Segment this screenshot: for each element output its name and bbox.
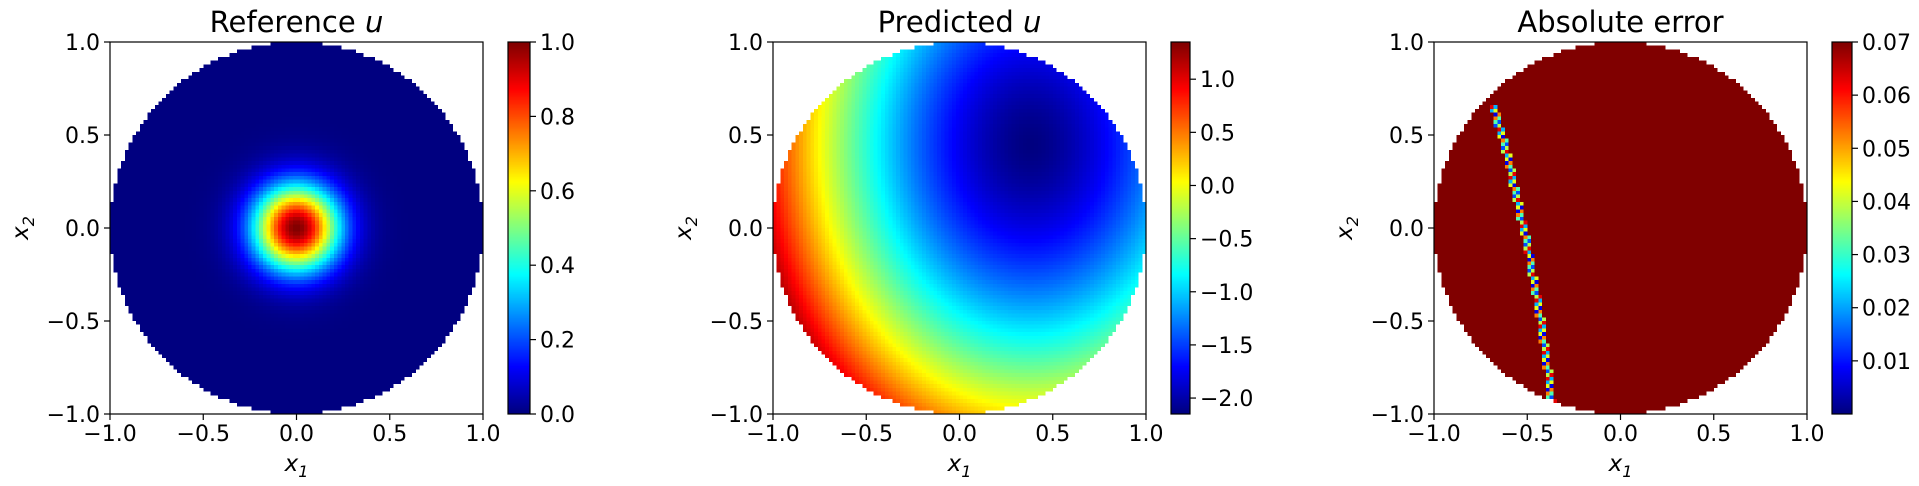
panel-3: −1.0 −0.5 0.0 0.5 1.0 −1.0 −0.5 0.0 0.5 1.0 Absolu… (1332, 5, 1911, 481)
colorbar-tick-label: 0.07 (1862, 31, 1911, 56)
x-tick-label: −1.0 (1407, 422, 1460, 447)
colorbar-tick-label: −1.0 (1200, 281, 1253, 306)
colorbar-frame (1170, 41, 1191, 415)
colorbar-tick-label: 0.03 (1862, 244, 1911, 269)
x-tick-label: 1.0 (466, 422, 501, 447)
y-tick-label: 0.5 (728, 124, 763, 149)
x-tick-label: 0.5 (1035, 422, 1070, 447)
colorbar-tick-label: 0.06 (1862, 84, 1911, 109)
colorbar-gradient (508, 42, 530, 414)
y-axis-label: x2 (8, 216, 38, 241)
y-tick-label: 0.5 (65, 124, 100, 149)
x-axis-label: x1 (284, 451, 309, 481)
colorbar-frame (507, 41, 531, 415)
colorbar-tick-label: −0.5 (1200, 228, 1253, 253)
y-tick-label: −0.5 (710, 310, 763, 335)
colorbar-tick-label: 0.2 (540, 329, 575, 354)
y-tick-label: 0.0 (65, 217, 100, 242)
y-tick-label: 1.0 (65, 31, 100, 56)
panel-1: −1.0 −0.5 0.0 0.5 1.0 −1.0 −0.5 0.0 0.5 1.0 Refere… (8, 5, 575, 481)
colorbar-tick-label: 1.0 (1200, 68, 1235, 93)
y-tick-label: −0.5 (47, 310, 100, 335)
x-tick-label: 0.0 (1603, 422, 1638, 447)
colorbar-tick-label: 0.0 (1200, 174, 1235, 199)
x-axis-label: x1 (1608, 451, 1633, 481)
colorbar-tick-label: 0.02 (1862, 297, 1911, 322)
colorbar-tick-label: −1.5 (1200, 334, 1253, 359)
colorbar-gradient (1832, 42, 1852, 414)
colorbar-tick-label: 0.0 (540, 403, 575, 428)
y-axis-label: x2 (1332, 216, 1362, 241)
x-tick-label: −0.5 (1501, 422, 1554, 447)
y-tick-label: 0.0 (1389, 217, 1424, 242)
x-tick-label: 0.0 (942, 422, 977, 447)
y-tick-label: 1.0 (1389, 31, 1424, 56)
colorbar-gradient (1171, 42, 1190, 414)
y-tick-label: −1.0 (47, 403, 100, 428)
panel-2: −1.0 −0.5 0.0 0.5 1.0 −1.0 −0.5 0.0 0.5 1.0 Predic… (671, 5, 1253, 481)
x-tick-label: 0.5 (1696, 422, 1731, 447)
panel-title: Reference u (210, 5, 384, 39)
x-tick-label: −1.0 (83, 422, 136, 447)
colorbar-tick-label: 1.0 (540, 31, 575, 56)
colorbar-tick-label: 0.4 (540, 254, 575, 279)
colorbar-frame (1831, 41, 1853, 415)
y-tick-label: 1.0 (728, 31, 763, 56)
colorbar-tick-label: −2.0 (1200, 387, 1253, 412)
colorbar-tick-label: 0.05 (1862, 137, 1911, 162)
x-tick-label: 0.5 (372, 422, 407, 447)
y-tick-label: 0.0 (728, 217, 763, 242)
y-tick-label: −1.0 (1371, 403, 1424, 428)
heatmap-image (110, 42, 483, 414)
x-axis-label: x1 (947, 451, 972, 481)
panel-title: Absolute error (1517, 5, 1723, 39)
x-tick-label: 1.0 (1790, 422, 1825, 447)
heatmap-image (1434, 42, 1807, 414)
colorbar-tick-label: 0.5 (1200, 121, 1235, 146)
colorbar-tick-label: 0.04 (1862, 190, 1911, 215)
x-tick-label: −0.5 (840, 422, 893, 447)
colorbar-tick-label: 0.01 (1862, 350, 1911, 375)
colorbar-tick-label: 0.8 (540, 105, 575, 130)
panel-title: Predicted u (878, 5, 1042, 39)
x-tick-label: −1.0 (746, 422, 799, 447)
colorbar-tick-label: 0.6 (540, 180, 575, 205)
y-tick-label: 0.5 (1389, 124, 1424, 149)
x-tick-label: 0.0 (279, 422, 314, 447)
y-axis-label: x2 (671, 216, 701, 241)
heatmap-image (773, 42, 1146, 414)
y-tick-label: −1.0 (710, 403, 763, 428)
x-tick-label: −0.5 (177, 422, 230, 447)
x-tick-label: 1.0 (1129, 422, 1164, 447)
y-tick-label: −0.5 (1371, 310, 1424, 335)
